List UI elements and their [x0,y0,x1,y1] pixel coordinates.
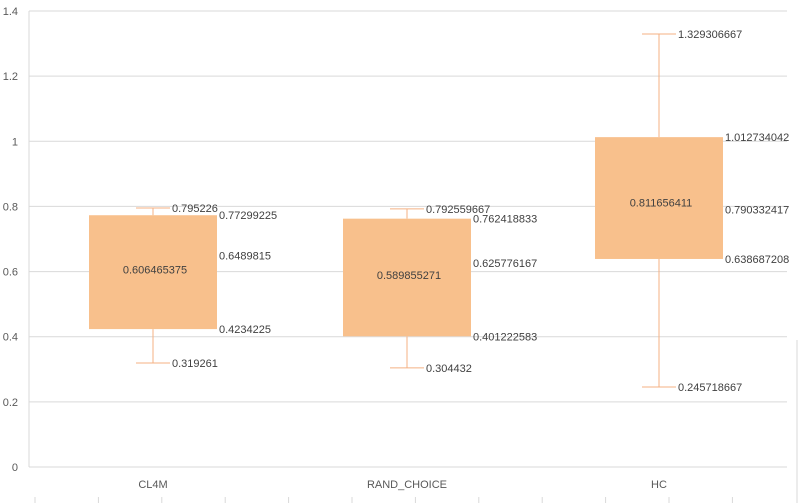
label-q3: 0.762418833 [473,214,537,226]
y-tick-label: 0.8 [3,201,18,213]
label-q1: 0.638687208 [725,254,789,266]
y-tick-label: 0.4 [3,332,18,344]
x-category-label: CL4M [138,479,167,491]
label-mean: 0.811656411 [630,198,693,210]
label-q3: 0.77299225 [219,210,277,222]
x-category-label: RAND_CHOICE [367,479,447,491]
label-max: 0.795226 [172,203,218,215]
box-hc [595,137,723,259]
label-max: 1.329306667 [678,29,742,41]
axes: 0 0.2 0.4 0.6 0.8 1 1.2 1.4 CL4M RAND_CHOICE HC [3,6,798,503]
label-q1: 0.401222583 [473,331,537,343]
box-cl4m [89,215,217,330]
label-median: 0.625776167 [473,258,537,270]
label-min: 0.245718667 [678,382,742,394]
y-tick-label: 1.4 [3,6,18,18]
label-median: 0.790332417 [725,205,789,217]
label-min: 0.319261 [172,358,218,370]
label-median: 0.6489815 [219,251,271,263]
y-tick-label: 1 [12,136,18,148]
y-tick-label: 0.6 [3,267,18,279]
label-min: 0.304432 [426,363,472,375]
y-tick-label: 0.2 [3,397,18,409]
box-rand-choice [343,218,471,337]
y-tick-label: 1.2 [3,71,18,83]
y-tick-label: 0 [12,462,18,474]
boxes [89,33,723,388]
label-max: 0.792559667 [426,204,490,216]
label-mean: 0.606465375 [123,264,187,276]
label-mean: 0.589855271 [377,270,441,282]
x-category-label: HC [651,479,667,491]
label-q3: 1.012734042 [725,132,789,144]
label-q1: 0.4234225 [219,324,271,336]
